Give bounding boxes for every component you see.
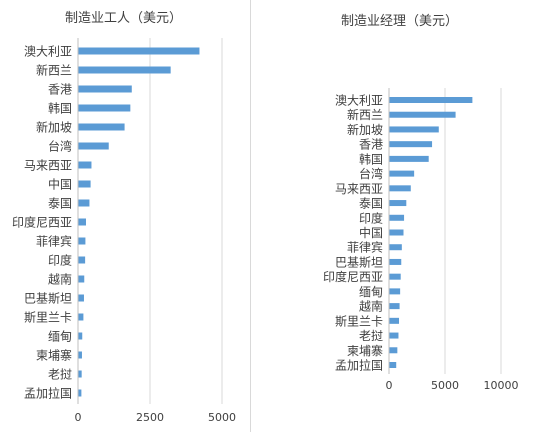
bar [78, 351, 82, 359]
category-label: 新西兰 [36, 63, 72, 78]
bar [78, 66, 171, 74]
bar [389, 288, 401, 295]
panel-divider [250, 0, 251, 432]
bar [389, 244, 402, 251]
bar [389, 317, 400, 324]
category-label: 香港 [359, 138, 383, 152]
category-label: 孟加拉国 [24, 386, 72, 401]
bar [389, 200, 407, 207]
category-label: 巴基斯坦 [335, 255, 383, 269]
bar [78, 85, 132, 93]
x-tick-label: 5000 [431, 379, 459, 392]
category-label: 印度 [359, 210, 383, 225]
bar-chart-workers: 澳大利亚新西兰香港韩国新加坡台湾马来西亚中国泰国印度尼西亚菲律宾印度越南巴基斯坦… [12, 38, 236, 424]
category-label: 澳大利亚 [335, 94, 383, 108]
category-label: 老挝 [48, 368, 72, 382]
x-tick-label: 2500 [136, 411, 164, 424]
bar [78, 294, 84, 302]
bar [389, 214, 405, 221]
bar [389, 126, 439, 133]
bar [78, 313, 84, 321]
category-label: 斯里兰卡 [335, 314, 383, 328]
bar [389, 273, 401, 280]
bar [78, 47, 200, 55]
bar [389, 155, 429, 162]
category-label: 菲律宾 [347, 240, 383, 255]
category-label: 越南 [359, 299, 383, 314]
bar [389, 141, 433, 148]
bar [389, 97, 473, 103]
category-label: 韩国 [359, 151, 383, 166]
category-label: 缅甸 [359, 285, 383, 299]
chart-title: 制造业工人（美元） [64, 11, 182, 26]
bar [389, 111, 456, 118]
category-label: 中国 [48, 177, 72, 192]
bar [78, 389, 82, 397]
chart-title: 制造业经理（美元） [340, 14, 458, 29]
category-label: 柬埔寨 [347, 343, 383, 358]
chart-panel-managers: 制造业经理（美元） 澳大利亚 新西兰 新加坡 香港 韩国 台湾 马来西亚 泰国 印度 中国 菲律宾巴… [252, 0, 547, 432]
bar-chart-managers: 澳大利亚新西兰新加坡香港韩国台湾马来西亚泰国印度中国菲律宾巴基斯坦印度尼西亚缅甸… [323, 88, 519, 392]
bar [78, 370, 82, 378]
category-label: 新加坡 [36, 120, 72, 135]
x-tick-label: 0 [386, 379, 393, 392]
bar [78, 123, 125, 131]
category-label: 韩国 [48, 101, 72, 116]
bar [389, 332, 399, 339]
category-label: 菲律宾 [36, 234, 72, 249]
category-label: 老挝 [359, 329, 383, 343]
category-label: 澳大利亚 [24, 45, 72, 59]
bar [389, 258, 402, 265]
category-label: 印度 [48, 253, 72, 268]
bar [78, 218, 86, 226]
category-label: 斯里兰卡 [24, 311, 72, 325]
category-label: 柬埔寨 [36, 348, 72, 363]
bar [78, 161, 92, 169]
category-label: 孟加拉国 [335, 358, 383, 373]
category-label: 巴基斯坦 [24, 292, 72, 306]
category-label: 新西兰 [347, 107, 383, 122]
x-tick-label: 0 [75, 411, 82, 424]
bar [78, 180, 91, 188]
bar [389, 303, 400, 310]
category-label: 新加坡 [347, 122, 383, 137]
bar [78, 256, 86, 264]
chart-panel-workers: 制造业工人（美元） 澳大利亚新西兰香港韩国新加坡台湾马来西亚中国泰国印度尼西亚菲… [0, 0, 247, 432]
category-label: 马来西亚 [24, 159, 72, 173]
category-label: 中国 [359, 225, 383, 240]
bar [389, 170, 415, 177]
x-tick-label: 5000 [208, 411, 236, 424]
bar [389, 362, 397, 368]
bar [389, 347, 398, 354]
category-label: 泰国 [359, 197, 383, 211]
category-label: 台湾 [359, 166, 383, 181]
category-label: 马来西亚 [335, 182, 383, 196]
bar [78, 332, 83, 340]
category-label: 泰国 [48, 197, 72, 211]
bar [389, 185, 411, 192]
x-tick-label: 10000 [484, 379, 519, 392]
bar [389, 229, 404, 236]
category-label: 印度尼西亚 [12, 215, 72, 230]
category-label: 缅甸 [48, 330, 72, 344]
category-label: 香港 [48, 83, 72, 97]
bar [78, 199, 90, 207]
bar [78, 237, 86, 245]
category-label: 印度尼西亚 [323, 269, 383, 284]
category-label: 台湾 [48, 139, 72, 154]
bar [78, 142, 109, 150]
category-label: 越南 [48, 272, 72, 287]
bar [78, 104, 131, 112]
bar [78, 275, 85, 283]
